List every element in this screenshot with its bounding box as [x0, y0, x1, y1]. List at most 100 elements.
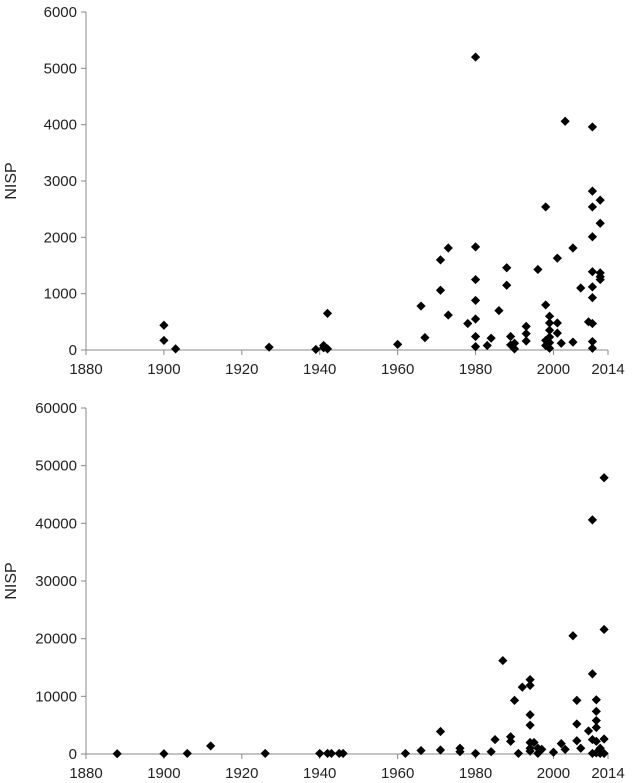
- y-tick-label: 3000: [44, 173, 77, 190]
- data-point: [544, 338, 555, 348]
- data-point: [583, 726, 594, 736]
- y-tick-label: 4000: [44, 117, 77, 134]
- data-point: [587, 186, 598, 196]
- data-point: [599, 624, 609, 635]
- data-point: [170, 344, 181, 354]
- x-tick-label: 1920: [225, 765, 258, 782]
- data-point: [537, 744, 547, 754]
- data-point: [568, 337, 578, 347]
- data-point: [587, 122, 598, 132]
- data-point: [486, 747, 496, 757]
- data-point: [587, 267, 598, 277]
- data-point: [533, 748, 543, 759]
- data-point: [420, 333, 430, 343]
- data-point: [206, 741, 216, 751]
- data-point: [595, 218, 605, 228]
- data-point: [482, 340, 492, 351]
- data-point: [435, 745, 446, 755]
- data-point: [435, 285, 446, 295]
- data-point: [591, 695, 601, 705]
- x-tick-label: 1960: [381, 765, 414, 782]
- data-point: [525, 710, 535, 720]
- data-point: [455, 747, 465, 757]
- y-tick-label: 6000: [44, 4, 77, 21]
- y-tick-label: 1000: [44, 286, 77, 303]
- data-point: [159, 320, 169, 330]
- data-point: [443, 243, 453, 253]
- data-point: [393, 339, 403, 349]
- data-point: [319, 340, 329, 351]
- data-point: [548, 747, 559, 757]
- data-point: [576, 283, 586, 293]
- data-point: [435, 255, 446, 265]
- data-point: [525, 680, 535, 690]
- y-tick-label: 40000: [35, 515, 77, 532]
- data-point: [591, 722, 601, 733]
- data-point: [587, 293, 598, 303]
- data-point: [544, 311, 555, 321]
- data-point: [521, 329, 531, 339]
- y-tick-label: 10000: [35, 688, 77, 705]
- data-point: [498, 655, 508, 666]
- data-point: [552, 253, 562, 263]
- data-point: [525, 746, 535, 756]
- x-tick-label: 1900: [147, 361, 180, 378]
- data-point: [470, 314, 481, 324]
- x-tick-label: 1900: [147, 765, 180, 782]
- data-point: [599, 748, 609, 759]
- data-point: [322, 308, 333, 318]
- x-tick-label: 1980: [459, 765, 492, 782]
- y-axis-title: NISP: [3, 162, 20, 199]
- y-tick-label: 50000: [35, 458, 77, 475]
- x-tick-label: 2014: [591, 765, 624, 782]
- data-point: [525, 675, 535, 685]
- data-point: [591, 715, 601, 726]
- x-tick-label: 1940: [303, 765, 336, 782]
- data-point: [470, 52, 481, 62]
- data-point: [595, 195, 605, 205]
- y-tick-label: 60000: [35, 400, 77, 417]
- data-point: [506, 732, 516, 742]
- data-point: [568, 243, 578, 253]
- data-point: [552, 328, 562, 338]
- y-tick-label: 20000: [35, 631, 77, 648]
- x-tick-label: 2000: [537, 765, 570, 782]
- x-tick-label: 2014: [591, 361, 624, 378]
- data-point: [509, 338, 520, 348]
- data-point: [470, 295, 481, 306]
- data-point: [587, 336, 598, 347]
- x-tick-label: 2000: [537, 361, 570, 378]
- data-point: [587, 232, 598, 242]
- data-point: [587, 202, 598, 212]
- x-tick-label: 1880: [69, 765, 102, 782]
- x-tick-label: 1980: [459, 361, 492, 378]
- data-point: [311, 344, 321, 355]
- data-point: [502, 263, 512, 273]
- data-point: [506, 331, 516, 342]
- data-point: [552, 318, 562, 328]
- data-point: [587, 318, 598, 329]
- data-point: [506, 736, 516, 746]
- data-point: [541, 340, 551, 351]
- data-point: [509, 695, 520, 705]
- data-point: [541, 202, 551, 212]
- data-point: [521, 321, 531, 331]
- data-point: [587, 669, 598, 679]
- data-point: [544, 332, 555, 342]
- y-tick-label: 30000: [35, 573, 77, 590]
- data-point: [587, 282, 598, 292]
- data-point: [494, 305, 504, 316]
- y-tick-label: 2000: [44, 229, 77, 246]
- data-point: [544, 343, 555, 353]
- data-point: [470, 342, 481, 352]
- data-point: [533, 264, 543, 275]
- x-tick-label: 1960: [381, 361, 414, 378]
- data-point: [400, 748, 411, 759]
- data-point: [322, 344, 333, 354]
- data-point: [541, 335, 551, 346]
- data-point: [338, 748, 348, 759]
- data-point: [568, 631, 578, 641]
- data-point: [159, 335, 169, 346]
- data-point: [591, 736, 601, 746]
- data-point: [326, 748, 337, 759]
